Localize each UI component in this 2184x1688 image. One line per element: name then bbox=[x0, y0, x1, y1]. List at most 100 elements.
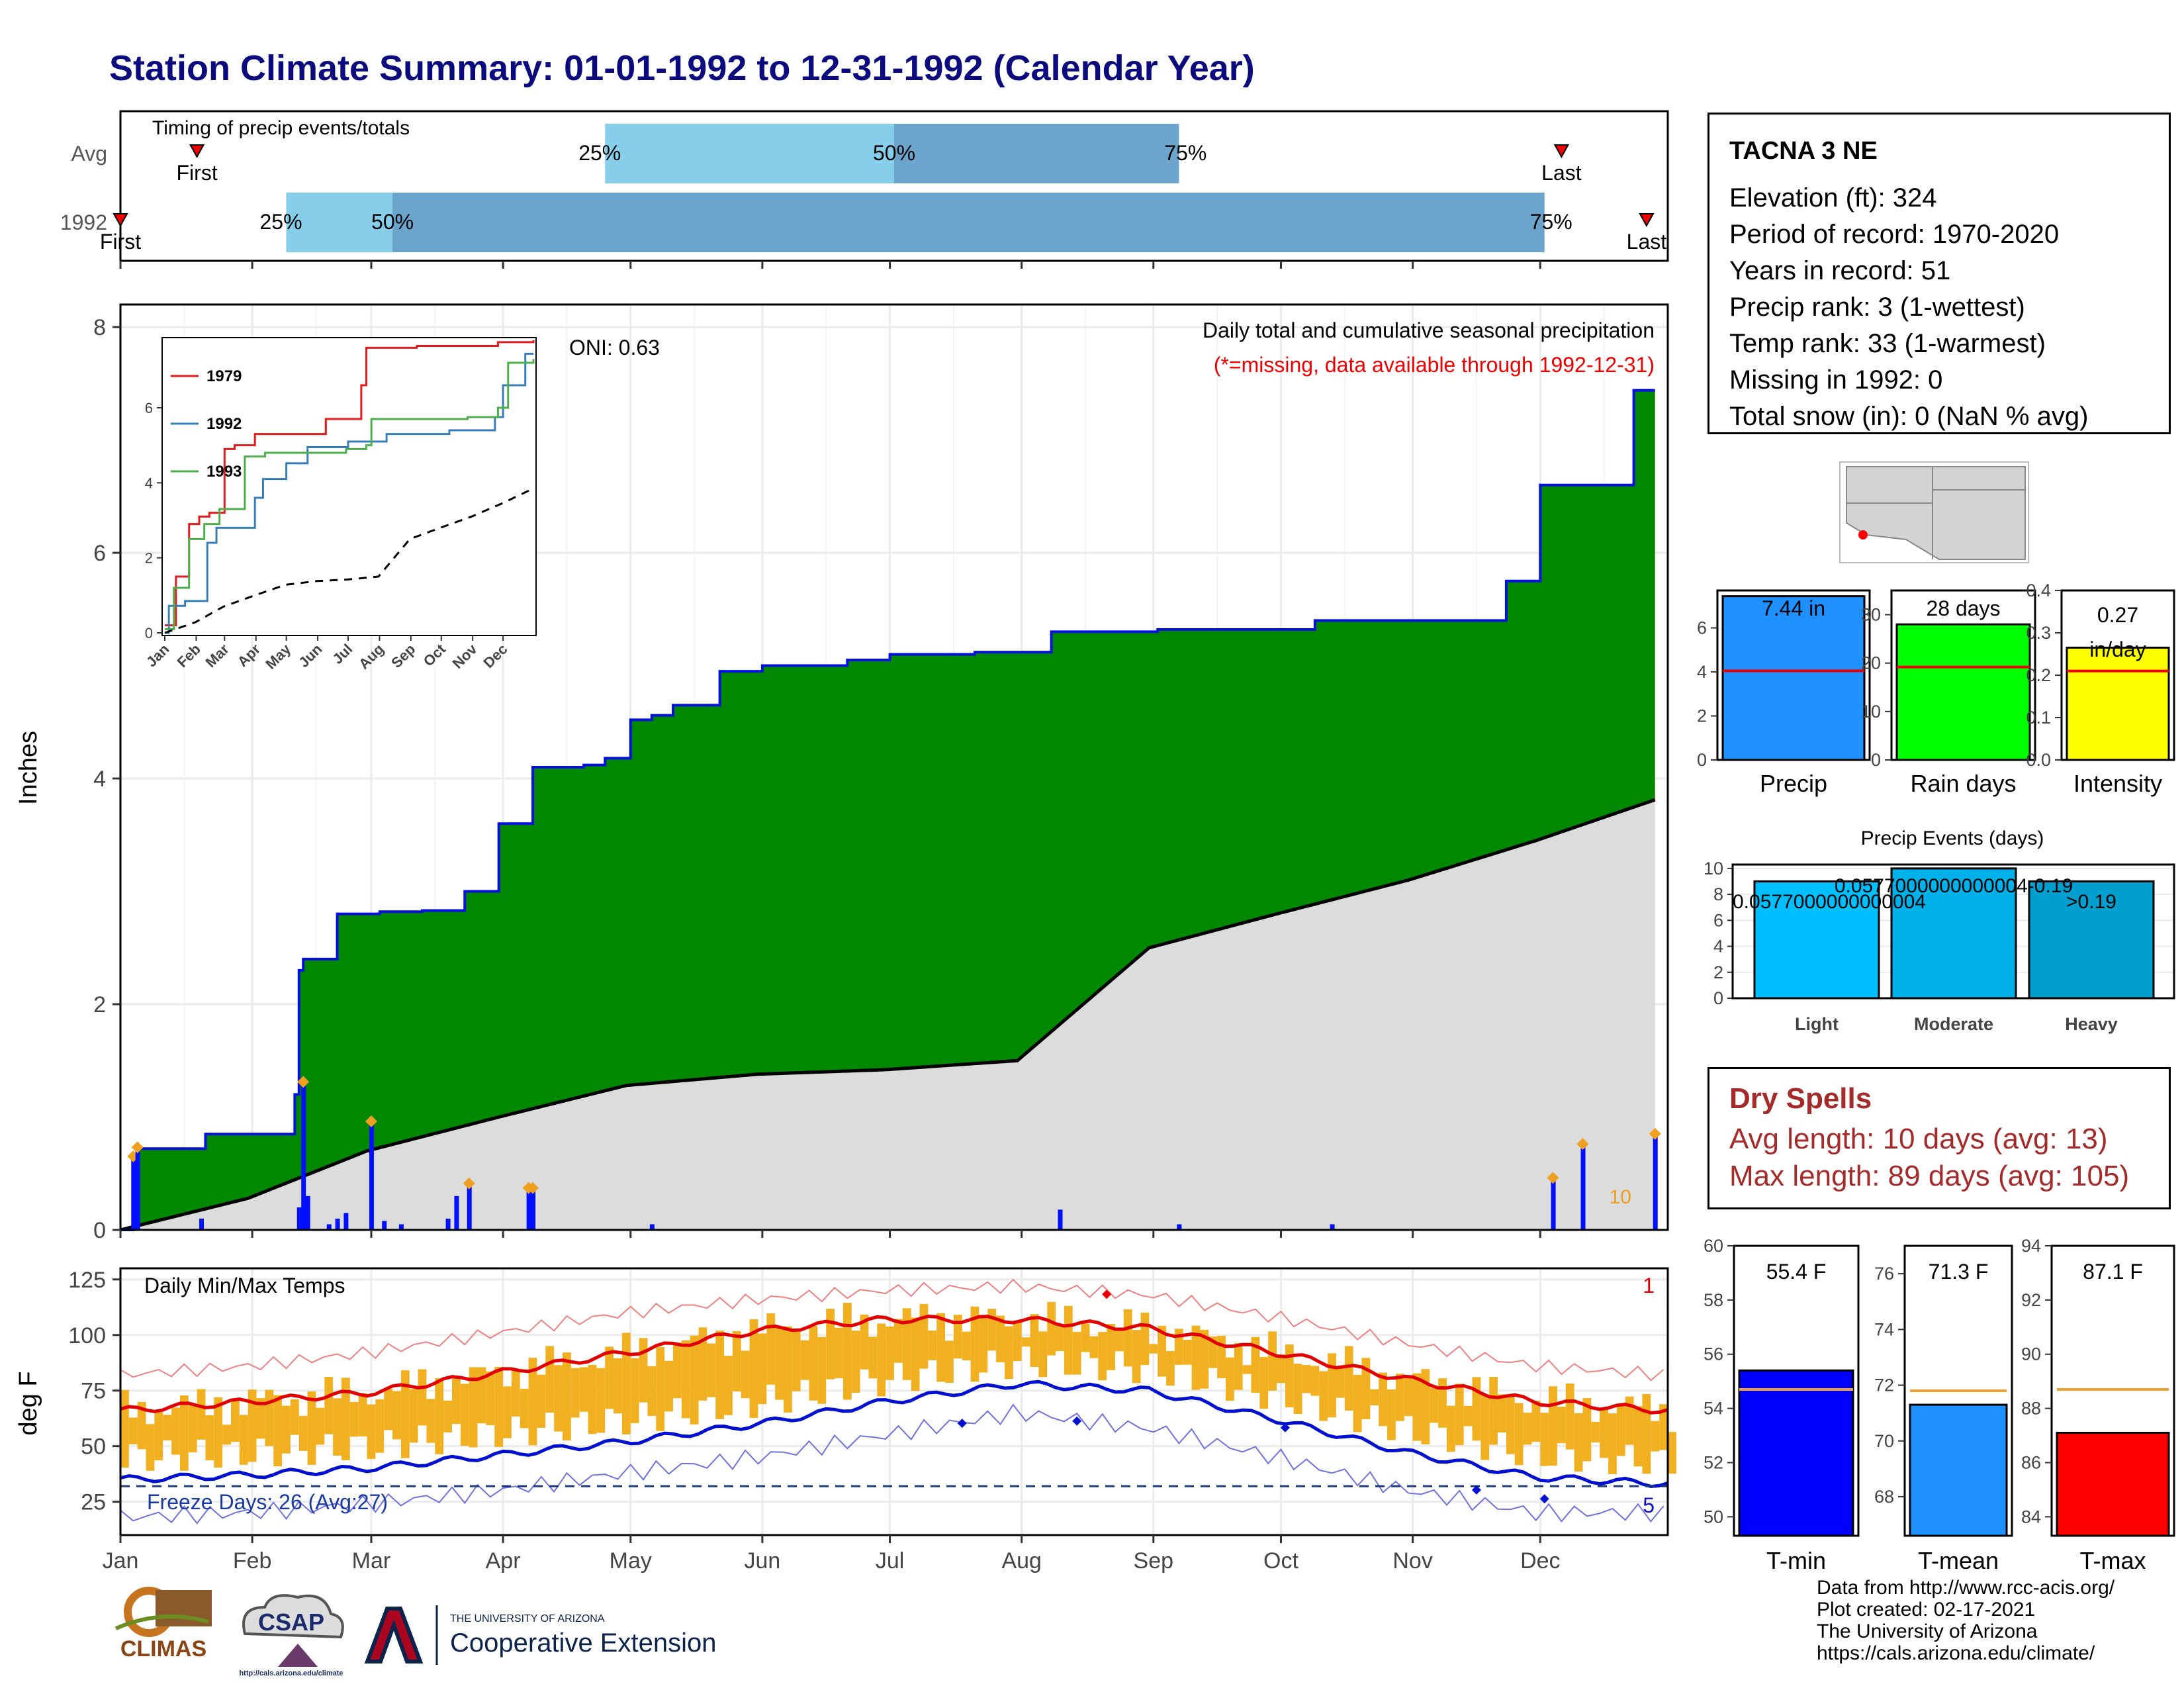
tmin-label: T-min bbox=[1766, 1547, 1826, 1574]
intensity-value: 0.27 bbox=[2097, 603, 2138, 627]
events-frame bbox=[1731, 863, 2175, 1000]
precip-y-tick-label: 8 bbox=[93, 315, 106, 340]
daily-temp-bar bbox=[1565, 1383, 1574, 1450]
events-title: Precip Events (days) bbox=[1861, 827, 2044, 849]
daily-temp-bar bbox=[545, 1346, 555, 1413]
raindays-value: 28 days bbox=[1926, 596, 2000, 620]
daily-temp-bar bbox=[1447, 1405, 1455, 1452]
precip-label: Precip bbox=[1760, 770, 1827, 797]
month-label: Aug bbox=[1001, 1548, 1042, 1573]
station-info-box: TACNA 3 NE Elevation (ft): 324 Period of… bbox=[1707, 113, 2171, 434]
daily-temp-bar bbox=[1480, 1395, 1490, 1460]
daily-temp-bar bbox=[707, 1343, 716, 1397]
daily-precip-bar bbox=[454, 1196, 459, 1230]
cumulative-1992-area bbox=[120, 390, 1655, 1230]
record-max-line bbox=[120, 1278, 1664, 1382]
daily-temp-bar bbox=[1030, 1314, 1039, 1367]
precip-frame bbox=[119, 303, 1669, 1231]
daily-temp-bar bbox=[1226, 1357, 1234, 1401]
daily-temp-bar bbox=[341, 1378, 350, 1460]
daily-temp-bar bbox=[749, 1319, 758, 1418]
events-y-tick-label: 6 bbox=[1713, 910, 1723, 930]
timing-bar-50-75 bbox=[392, 193, 1545, 252]
daily-temp-bar bbox=[298, 1415, 308, 1451]
daily-precip-bar bbox=[1551, 1179, 1556, 1230]
daily-temp-bar bbox=[214, 1397, 223, 1468]
average-cumulative-line bbox=[120, 798, 1656, 1232]
daily-temp-bar bbox=[962, 1331, 971, 1361]
daily-temp-bar bbox=[477, 1367, 486, 1424]
daily-precip-marker bbox=[131, 1141, 144, 1154]
daily-temp-bar bbox=[1668, 1432, 1676, 1474]
daily-precip-marker bbox=[463, 1177, 475, 1190]
daily-temp-bar bbox=[537, 1374, 546, 1428]
daily-temp-bar bbox=[647, 1366, 657, 1416]
tmin-y-tick-label: 54 bbox=[1704, 1399, 1723, 1419]
daily-precip-bar bbox=[467, 1184, 472, 1230]
daily-temp-bar bbox=[842, 1302, 852, 1400]
daily-temp-bar bbox=[928, 1330, 937, 1360]
daily-temp-bar bbox=[775, 1327, 784, 1400]
inset-y-tick-label: 2 bbox=[145, 550, 153, 567]
month-label: Jan bbox=[103, 1548, 139, 1573]
daily-temp-bar bbox=[1421, 1369, 1430, 1444]
daily-temp-bar bbox=[154, 1412, 163, 1461]
intensity-bar bbox=[2066, 646, 2170, 761]
daily-temp-bar bbox=[1498, 1394, 1506, 1432]
daily-temp-bar bbox=[1506, 1395, 1515, 1454]
station-precip-rank: Precip rank: 3 (1-wettest) bbox=[1729, 293, 2025, 322]
daily-precip-bar bbox=[1580, 1145, 1586, 1230]
daily-temp-bar bbox=[528, 1358, 537, 1446]
daily-temp-bar bbox=[384, 1389, 393, 1430]
avg-max-line bbox=[120, 1314, 1668, 1415]
daily-temp-bar bbox=[469, 1367, 478, 1448]
events-heavy-label: >0.19 bbox=[2066, 891, 2116, 913]
month-label: Apr bbox=[486, 1548, 521, 1573]
daily-temp-bar bbox=[307, 1391, 316, 1465]
daily-temp-bar bbox=[784, 1326, 792, 1413]
daily-temp-bar bbox=[1132, 1330, 1141, 1383]
raindays-label: Rain days bbox=[1910, 770, 2016, 797]
temp-count-bottom: 5 bbox=[1643, 1493, 1655, 1517]
daily-temp-bar bbox=[1251, 1336, 1260, 1393]
daily-temp-bar bbox=[282, 1405, 291, 1454]
average-cumulative-area bbox=[120, 800, 1655, 1230]
tmean-y-tick-label: 72 bbox=[1874, 1376, 1894, 1395]
tmax-label: T-max bbox=[2079, 1547, 2146, 1574]
daily-temp-bar bbox=[1174, 1329, 1183, 1365]
month-label: Nov bbox=[1392, 1548, 1432, 1573]
daily-temp-bar bbox=[970, 1306, 979, 1382]
daily-temp-bar bbox=[222, 1425, 231, 1445]
ua-small-text: THE UNIVERSITY OF ARIZONA bbox=[450, 1613, 605, 1624]
month-label: May bbox=[610, 1548, 652, 1573]
raindays-y-tick-label: 10 bbox=[1861, 702, 1881, 722]
temperature-chart: 25 50 75 100 125 Daily Min/Max Temps 1 5 Fre… bbox=[15, 1267, 1676, 1573]
daily-temp-bar bbox=[239, 1415, 248, 1465]
daily-precip-bar bbox=[301, 1083, 306, 1230]
timing-first-label: First bbox=[100, 230, 141, 254]
timing-last-label: Last bbox=[1627, 230, 1667, 254]
precip-count-label: 10 bbox=[1610, 1186, 1631, 1208]
daily-temp-bar bbox=[1277, 1354, 1285, 1383]
missing-note: (*=missing, data available through 1992-… bbox=[1214, 353, 1655, 377]
daily-temp-bar bbox=[894, 1319, 903, 1363]
daily-temp-bar bbox=[1472, 1377, 1481, 1441]
raindays-y-tick-label: 20 bbox=[1861, 653, 1881, 673]
daily-temp-bar bbox=[1310, 1366, 1320, 1396]
station-name: TACNA 3 NE bbox=[1729, 137, 1878, 165]
daily-temp-bar bbox=[1608, 1413, 1617, 1475]
timing-p50-label: 50% bbox=[873, 141, 915, 165]
daily-temp-bar bbox=[809, 1326, 818, 1401]
timing-p75-label: 75% bbox=[1530, 210, 1572, 234]
timing-row-avg: Avg bbox=[71, 142, 107, 165]
daily-temp-bar bbox=[1242, 1365, 1251, 1374]
daily-temp-bar bbox=[1540, 1413, 1549, 1466]
daily-precip-marker bbox=[365, 1115, 377, 1128]
daily-temp-bar bbox=[902, 1308, 911, 1380]
daily-temp-bar bbox=[1259, 1356, 1269, 1409]
daily-temp-bar bbox=[265, 1389, 274, 1446]
daily-temp-bar bbox=[273, 1395, 283, 1467]
daily-temp-bar bbox=[724, 1356, 733, 1415]
daily-temp-bar bbox=[979, 1316, 988, 1373]
timing-p25-label: 25% bbox=[259, 210, 302, 234]
